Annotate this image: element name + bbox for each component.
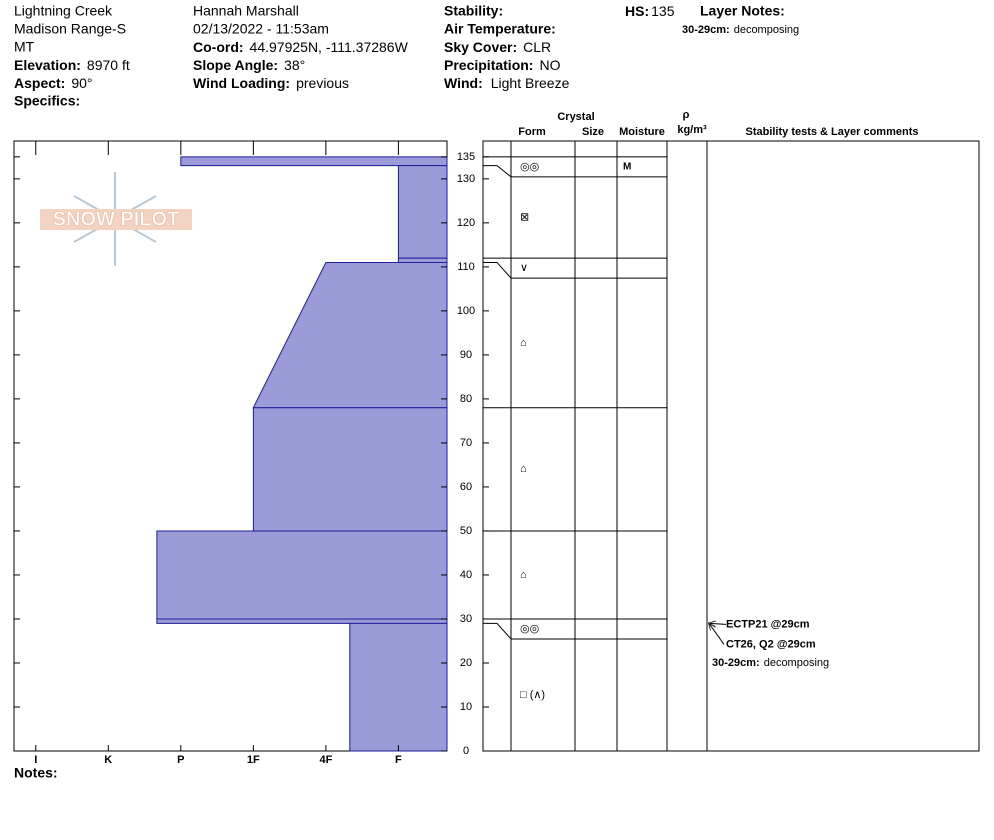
y-tick-label: 0 [463,745,469,757]
hardness-layer [252,407,448,532]
wind: Wind: Light Breeze [444,75,570,91]
grain-form: □ (∧) [520,689,545,701]
y-tick-label: 60 [460,481,472,493]
x-tick-label: I [34,754,37,766]
col-header: Form [518,126,546,138]
hardness-layer [349,622,448,752]
grain-form: ⌂ [520,569,527,581]
value: 135 [651,3,675,19]
location: Madison Range-S [14,21,126,37]
hardness-layer [180,156,448,167]
label: Wind: [444,75,483,91]
col-header: Crystal [557,111,594,123]
value: 44.97925N, -111.37286W [250,39,409,55]
coord: Co-ord: 44.97925N, -111.37286W [193,39,409,55]
slope: Slope Angle: 38° [193,57,305,73]
y-tick-label: 70 [460,437,472,449]
text: decomposing [734,24,799,36]
col-header: Moisture [619,126,665,138]
x-tick-label: K [104,754,112,766]
y-tick-label: 40 [460,569,472,581]
value: NO [539,57,560,73]
y-tick-label: 120 [457,217,475,229]
layer-connector [483,261,512,279]
y-tick-label: 90 [460,349,472,361]
elevation: Elevation: 8970 ft [14,57,130,73]
grain-form: ⊠ [520,211,529,223]
test-arrow [709,623,725,645]
y-tick-label: 10 [460,701,472,713]
text: decomposing [764,657,829,669]
label: HS: [625,3,649,19]
label: Elevation: [14,57,81,73]
value: 8970 ft [87,57,130,73]
col-header: kg/m³ [677,124,707,136]
label: Co-ord: [193,39,244,55]
value: CLR [523,39,551,55]
aspect: Aspect: 90° [14,75,93,91]
hs: HS: 135 [625,3,675,19]
layer-connector [483,165,512,178]
layer-note: 30-29cm: decomposing [712,657,829,669]
datetime: 02/13/2022 - 11:53am [193,21,329,37]
grain-form: ⌂ [520,463,527,475]
grain-form: ⌂ [520,337,527,349]
y-tick-label: 20 [460,657,472,669]
label: Aspect: [14,75,65,91]
stability-label: Stability: [444,3,503,19]
table-frame [482,140,980,752]
logo-text: SNOW PILOT [53,208,180,230]
test-label: ECTP21 @29cm [726,618,810,630]
hardness-layer [397,257,448,263]
air-temp-label: Air Temperature: [444,21,556,37]
grain-form: ◎◎ [520,161,539,173]
logo-band [40,209,192,230]
label: Sky Cover: [444,39,517,55]
location: Lightning Creek [14,3,113,19]
y-tick-label: 50 [460,525,472,537]
hardness-layer [397,165,448,259]
label: Wind Loading: [193,75,290,91]
col-header: Stability tests & Layer comments [745,126,918,138]
test-arrow [709,623,727,624]
x-tick-label: F [395,754,402,766]
label: Precipitation: [444,57,533,73]
sky: Sky Cover: CLR [444,39,551,55]
range: 30-29cm: [682,24,730,36]
value: Light Breeze [491,75,570,91]
x-tick-label: P [177,754,184,766]
test-label: CT26, Q2 @29cm [726,638,816,650]
observer: Hannah Marshall [193,3,299,19]
wind-loading: Wind Loading: previous [193,75,349,91]
y-tick-label: 130 [457,173,475,185]
hardness-layer [156,530,448,620]
y-tick-label: 30 [460,613,472,625]
precip: Precipitation: NO [444,57,561,73]
grain-form: ◎◎ [520,623,539,635]
x-tick-label: 4F [319,754,332,766]
location: MT [14,39,35,55]
y-tick-label: 110 [457,261,475,273]
label: Slope Angle: [193,57,278,73]
col-header: ρ [683,109,690,121]
range: 30-29cm: [712,657,760,669]
specifics-label: Specifics: [14,93,80,109]
hardness-layer [252,261,448,409]
value: 90° [71,75,92,91]
value: previous [296,75,349,91]
notes-label: Notes: [14,765,58,781]
x-tick-label: 1F [247,754,260,766]
moisture: M [623,161,631,172]
grain-form: ∨ [520,262,528,274]
layer-connector [483,622,512,640]
col-header: Size [582,126,604,138]
y-tick-label: 100 [457,305,475,317]
y-tick-label: 80 [460,393,472,405]
value: 38° [284,57,305,73]
layer-note: 30-29cm: decomposing [682,24,799,36]
layer-notes-label: Layer Notes: [700,3,785,19]
y-tick-label: 135 [457,151,475,163]
hardness-layer [156,618,448,624]
